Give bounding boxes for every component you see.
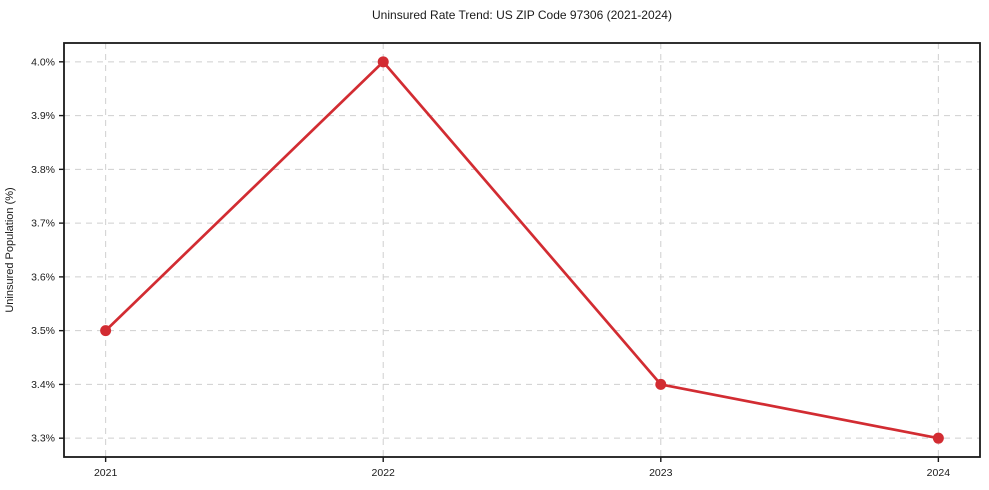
y-tick-label: 3.6% xyxy=(31,271,55,283)
x-tick-label: 2022 xyxy=(372,467,396,479)
y-tick-label: 3.4% xyxy=(31,379,55,391)
plot-frame xyxy=(63,42,981,458)
x-tick-label: 2023 xyxy=(649,467,673,479)
trend-line xyxy=(104,60,940,440)
y-tick-label: 3.9% xyxy=(31,110,55,122)
data-point xyxy=(377,56,389,68)
y-tick-label: 3.3% xyxy=(31,433,55,445)
y-axis-label: Uninsured Population (%) xyxy=(4,187,16,312)
data-point xyxy=(655,378,667,390)
x-tick-label: 2024 xyxy=(927,467,951,479)
data-point xyxy=(932,432,944,444)
chart-title: Uninsured Rate Trend: US ZIP Code 97306 … xyxy=(372,8,672,22)
y-tick-label: 3.5% xyxy=(31,325,55,337)
y-tick-label: 3.8% xyxy=(31,164,55,176)
y-tick-label: 4.0% xyxy=(31,56,55,68)
data-point xyxy=(100,325,112,337)
y-tick-label: 3.7% xyxy=(31,218,55,230)
x-tick-label: 2021 xyxy=(94,467,118,479)
